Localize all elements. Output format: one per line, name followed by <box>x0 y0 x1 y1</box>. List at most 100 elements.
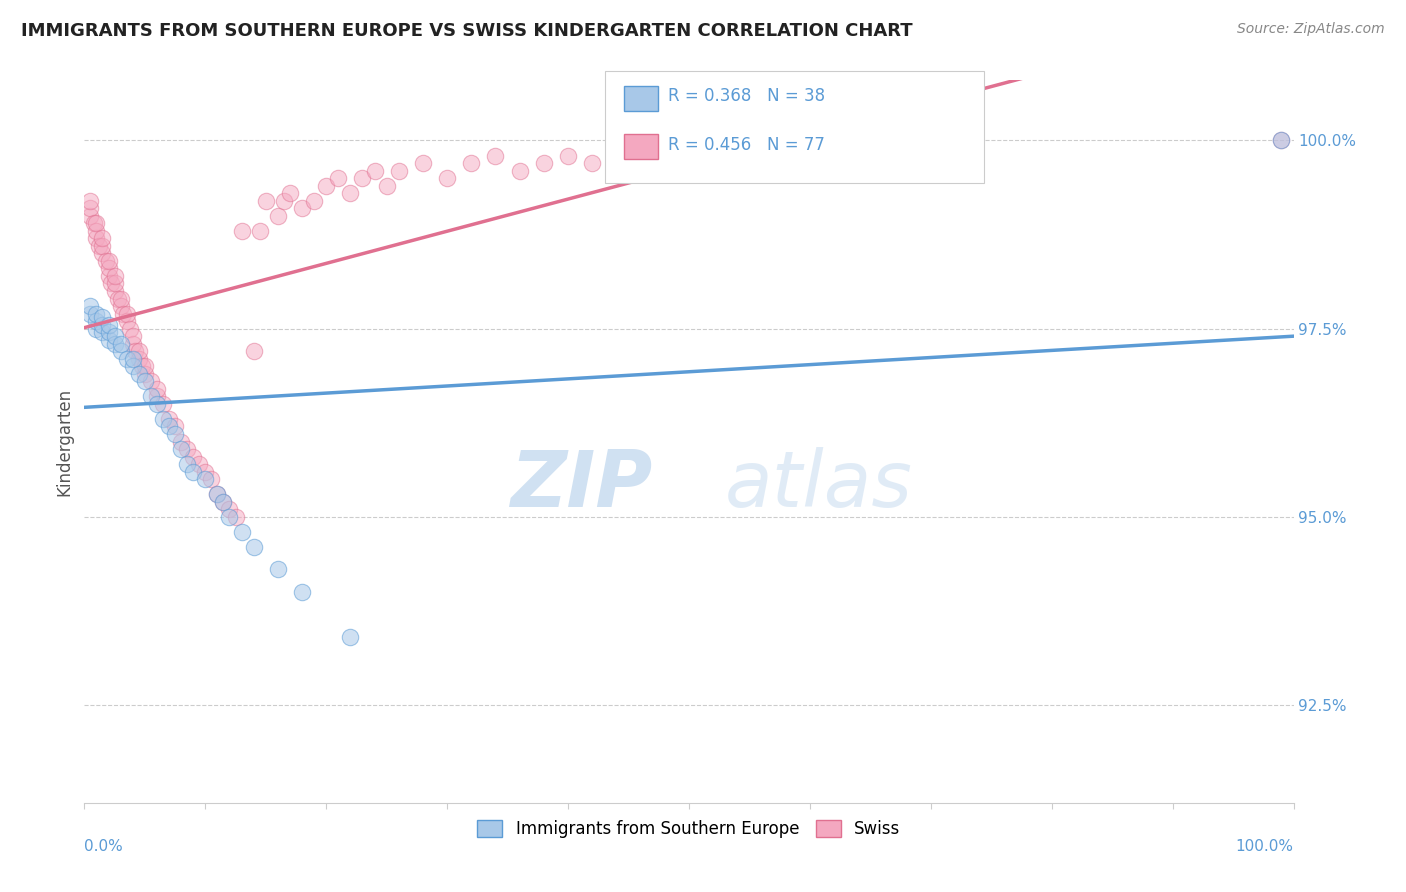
Point <box>115 314 138 328</box>
Point <box>557 148 579 162</box>
Text: Source: ZipAtlas.com: Source: ZipAtlas.com <box>1237 22 1385 37</box>
Y-axis label: Kindergarten: Kindergarten <box>55 387 73 496</box>
Point <box>254 194 277 208</box>
Point <box>139 374 162 388</box>
Point <box>121 336 143 351</box>
Point <box>97 261 120 276</box>
Text: atlas: atlas <box>725 447 912 523</box>
Point <box>328 171 350 186</box>
Point <box>291 585 314 599</box>
Point <box>231 524 253 539</box>
Point <box>97 268 120 283</box>
Point <box>83 216 105 230</box>
Point <box>352 171 374 186</box>
Point <box>181 465 204 479</box>
Legend: Immigrants from Southern Europe, Swiss: Immigrants from Southern Europe, Swiss <box>471 814 907 845</box>
Text: 100.0%: 100.0% <box>1236 838 1294 854</box>
Point <box>121 359 143 374</box>
Point <box>121 329 143 343</box>
Point <box>79 209 101 223</box>
Point <box>104 268 127 283</box>
Point <box>86 307 108 321</box>
Point <box>207 487 229 501</box>
Point <box>110 299 132 313</box>
Point <box>97 318 120 332</box>
Point <box>94 253 117 268</box>
Point <box>91 246 114 260</box>
Point <box>86 314 108 328</box>
Point <box>181 450 204 464</box>
Point <box>1270 133 1292 147</box>
Point <box>146 389 169 403</box>
Point <box>121 351 143 366</box>
Point <box>249 224 271 238</box>
Point <box>375 178 398 193</box>
Point <box>86 224 108 238</box>
Point <box>617 148 640 162</box>
Text: 0.0%: 0.0% <box>84 838 124 854</box>
Text: IMMIGRANTS FROM SOUTHERN EUROPE VS SWISS KINDERGARTEN CORRELATION CHART: IMMIGRANTS FROM SOUTHERN EUROPE VS SWISS… <box>21 22 912 40</box>
Point <box>267 209 290 223</box>
Point <box>212 494 235 508</box>
Point <box>152 412 174 426</box>
Point <box>110 344 132 359</box>
Point <box>363 163 385 178</box>
Point <box>165 419 187 434</box>
Point <box>120 321 142 335</box>
Point <box>291 201 314 215</box>
Point <box>152 397 174 411</box>
Point <box>339 630 361 644</box>
Point <box>134 367 156 381</box>
Point <box>91 310 114 325</box>
Point <box>460 156 482 170</box>
Point <box>112 307 135 321</box>
Point <box>104 336 127 351</box>
Point <box>124 344 146 359</box>
Point <box>115 307 138 321</box>
Point <box>97 253 120 268</box>
Point <box>97 326 120 340</box>
Point <box>128 344 150 359</box>
Point <box>388 163 411 178</box>
Point <box>1270 133 1292 147</box>
Point <box>86 216 108 230</box>
Point <box>97 333 120 347</box>
Point <box>194 472 217 486</box>
Point <box>134 359 156 374</box>
Point <box>267 562 290 576</box>
Point <box>128 351 150 366</box>
Text: R = 0.456   N = 77: R = 0.456 N = 77 <box>668 136 825 153</box>
Point <box>436 171 458 186</box>
Point <box>533 156 555 170</box>
Point <box>115 351 138 366</box>
Point <box>200 472 222 486</box>
Point <box>157 412 180 426</box>
Point <box>110 292 132 306</box>
Point <box>131 359 153 374</box>
Point <box>484 148 506 162</box>
Point <box>315 178 337 193</box>
Point <box>170 434 193 449</box>
Text: ZIP: ZIP <box>510 447 652 523</box>
Point <box>110 336 132 351</box>
Point <box>225 509 247 524</box>
Point <box>170 442 193 456</box>
Point <box>176 442 198 456</box>
Point <box>100 277 122 291</box>
Point <box>104 329 127 343</box>
Point <box>218 502 240 516</box>
Point <box>654 141 676 155</box>
Point <box>509 163 531 178</box>
Point <box>139 389 162 403</box>
Point <box>188 457 211 471</box>
Point <box>278 186 301 201</box>
Point <box>581 156 603 170</box>
Point <box>194 465 217 479</box>
Point <box>165 427 187 442</box>
Point <box>86 321 108 335</box>
Point <box>146 397 169 411</box>
Text: R = 0.368   N = 38: R = 0.368 N = 38 <box>668 87 825 105</box>
Point <box>91 231 114 245</box>
Point <box>104 284 127 298</box>
Point <box>176 457 198 471</box>
